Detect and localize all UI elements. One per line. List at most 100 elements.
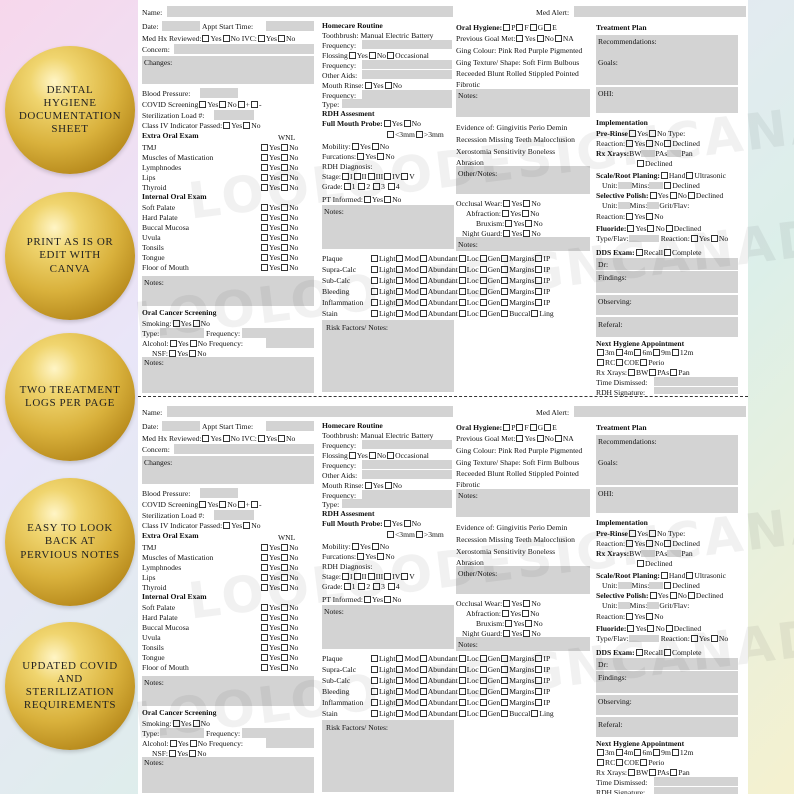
checkbox[interactable] bbox=[516, 424, 524, 431]
checkbox[interactable] bbox=[396, 688, 404, 695]
checkbox[interactable] bbox=[458, 310, 466, 317]
checkbox[interactable] bbox=[384, 173, 392, 180]
checkbox[interactable] bbox=[261, 614, 268, 621]
checkbox[interactable] bbox=[529, 24, 537, 31]
checkbox[interactable] bbox=[634, 349, 642, 356]
goals-field[interactable] bbox=[596, 55, 738, 85]
checkbox[interactable] bbox=[415, 531, 423, 538]
goals-field[interactable] bbox=[596, 455, 738, 485]
rdh-notes-field[interactable] bbox=[322, 205, 454, 249]
checkbox[interactable] bbox=[479, 299, 487, 306]
checkbox[interactable] bbox=[597, 359, 604, 366]
checkbox[interactable] bbox=[535, 255, 543, 262]
frequency-field[interactable] bbox=[362, 490, 452, 499]
checkbox[interactable] bbox=[371, 277, 378, 284]
checkbox[interactable] bbox=[501, 688, 509, 695]
checkbox[interactable] bbox=[710, 235, 718, 242]
checkbox[interactable] bbox=[597, 759, 604, 766]
checkbox[interactable] bbox=[664, 582, 672, 589]
checkbox[interactable] bbox=[687, 192, 695, 199]
checkbox[interactable] bbox=[664, 249, 672, 256]
checkbox[interactable] bbox=[169, 350, 177, 357]
checkbox[interactable] bbox=[458, 677, 466, 684]
checkbox[interactable] bbox=[261, 574, 268, 581]
exam-notes-field[interactable] bbox=[142, 276, 314, 306]
checkbox[interactable] bbox=[364, 596, 371, 603]
checkbox[interactable] bbox=[401, 573, 409, 580]
checkbox[interactable] bbox=[261, 254, 268, 261]
checkbox[interactable] bbox=[503, 424, 511, 431]
checkbox[interactable] bbox=[535, 666, 543, 673]
checkbox[interactable] bbox=[502, 210, 510, 217]
checkbox[interactable] bbox=[458, 299, 466, 306]
checkbox[interactable] bbox=[261, 224, 268, 231]
checkbox[interactable] bbox=[261, 654, 268, 661]
checkbox[interactable] bbox=[387, 52, 395, 59]
checkbox[interactable] bbox=[419, 655, 427, 662]
checkbox[interactable] bbox=[503, 24, 511, 31]
checkbox[interactable] bbox=[535, 288, 543, 295]
checkbox[interactable] bbox=[646, 213, 654, 220]
checkbox[interactable] bbox=[348, 52, 356, 59]
checkbox[interactable] bbox=[665, 625, 673, 632]
checkbox[interactable] bbox=[172, 320, 180, 327]
checkbox[interactable] bbox=[501, 299, 509, 306]
checkbox[interactable] bbox=[627, 225, 635, 232]
checkbox[interactable] bbox=[710, 635, 718, 642]
risk-notes-field[interactable] bbox=[322, 720, 454, 792]
name-field[interactable] bbox=[167, 6, 453, 17]
checkbox[interactable] bbox=[419, 299, 427, 306]
checkbox[interactable] bbox=[637, 560, 644, 567]
checkbox[interactable] bbox=[371, 143, 379, 150]
checkbox[interactable] bbox=[501, 266, 509, 273]
checkbox[interactable] bbox=[371, 688, 378, 695]
checkbox[interactable] bbox=[396, 655, 404, 662]
checkbox[interactable] bbox=[479, 277, 487, 284]
checkbox[interactable] bbox=[671, 749, 679, 756]
checkbox[interactable] bbox=[261, 164, 268, 171]
checkbox[interactable] bbox=[281, 204, 289, 211]
checkbox[interactable] bbox=[503, 200, 511, 207]
checkbox[interactable] bbox=[353, 173, 361, 180]
checkbox[interactable] bbox=[281, 544, 289, 551]
checkbox[interactable] bbox=[396, 266, 404, 273]
checkbox[interactable] bbox=[458, 710, 466, 717]
frequency-field[interactable] bbox=[362, 460, 452, 469]
gingival-notes-field[interactable] bbox=[456, 89, 590, 117]
checkbox[interactable] bbox=[686, 572, 694, 579]
checkbox[interactable] bbox=[522, 210, 530, 217]
checkbox[interactable] bbox=[479, 310, 487, 317]
checkbox[interactable] bbox=[458, 655, 466, 662]
frequency-field[interactable] bbox=[242, 728, 314, 738]
checkbox[interactable] bbox=[626, 613, 634, 620]
checkbox[interactable] bbox=[501, 655, 509, 662]
checkbox[interactable] bbox=[597, 749, 604, 756]
checkbox[interactable] bbox=[640, 759, 648, 766]
checkbox[interactable] bbox=[635, 649, 643, 656]
med-alert-field[interactable] bbox=[574, 406, 746, 417]
checkbox[interactable] bbox=[419, 688, 427, 695]
checkbox[interactable] bbox=[616, 759, 624, 766]
checkbox[interactable] bbox=[261, 624, 268, 631]
checkbox[interactable] bbox=[281, 144, 289, 151]
checkbox[interactable] bbox=[202, 35, 210, 42]
checkbox[interactable] bbox=[403, 520, 411, 527]
checkbox[interactable] bbox=[223, 522, 231, 529]
frequency-field[interactable] bbox=[242, 328, 314, 338]
checkbox[interactable] bbox=[501, 288, 509, 295]
checkbox[interactable] bbox=[261, 584, 268, 591]
checkbox[interactable] bbox=[535, 699, 543, 706]
checkbox[interactable] bbox=[367, 173, 375, 180]
checkbox[interactable] bbox=[686, 172, 694, 179]
checkbox[interactable] bbox=[371, 699, 378, 706]
blood-pressure-field[interactable] bbox=[200, 88, 238, 98]
checkbox[interactable] bbox=[371, 310, 378, 317]
screening-notes-field[interactable] bbox=[142, 357, 314, 393]
checkbox[interactable] bbox=[535, 266, 543, 273]
checkbox[interactable] bbox=[371, 288, 378, 295]
checkbox[interactable] bbox=[653, 749, 661, 756]
checkbox[interactable] bbox=[501, 277, 509, 284]
checkbox[interactable] bbox=[503, 630, 511, 637]
checkbox[interactable] bbox=[670, 769, 678, 776]
name-field[interactable] bbox=[167, 406, 453, 417]
